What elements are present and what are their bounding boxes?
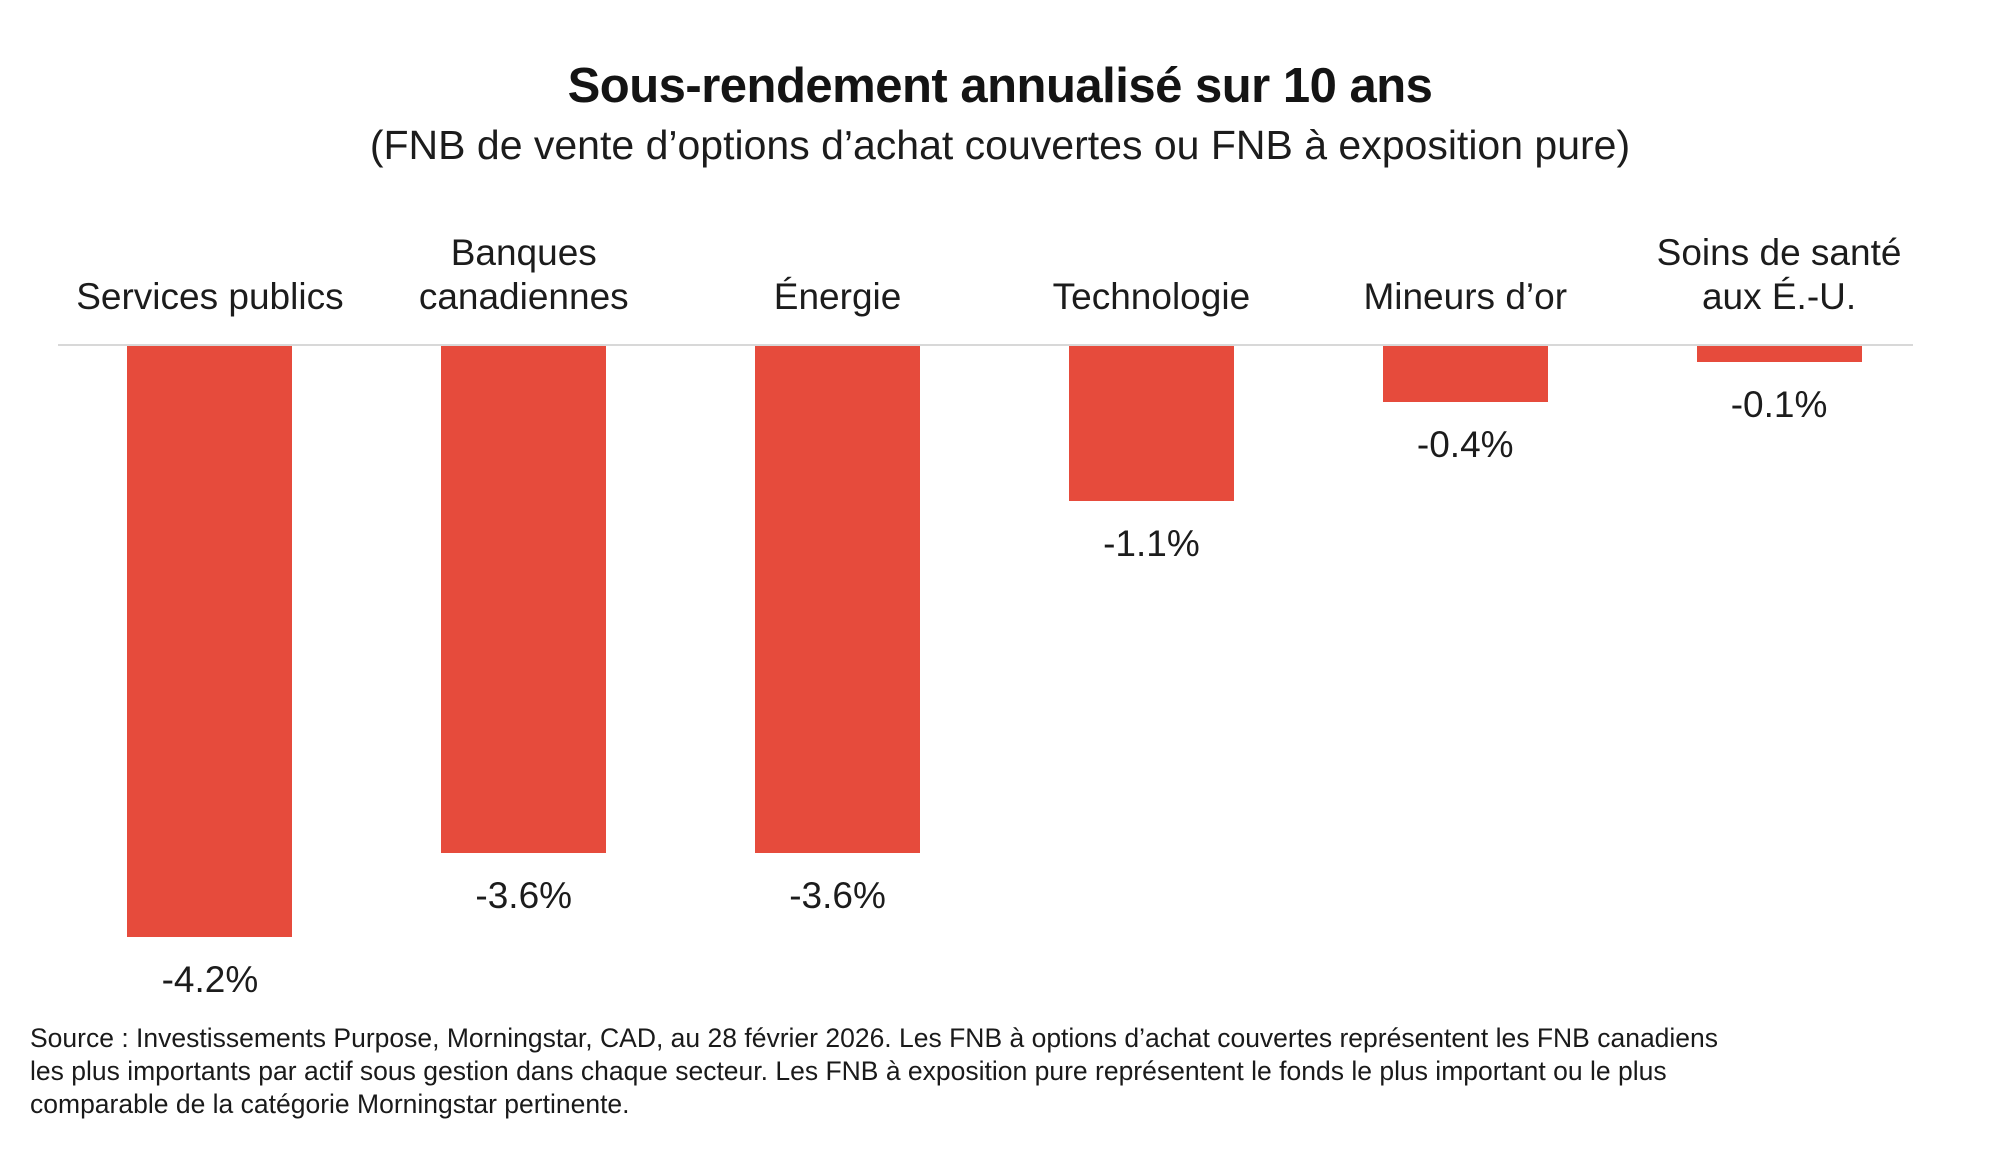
bar-services-publics	[127, 346, 293, 937]
bar-banques-canadiennes	[441, 346, 607, 853]
bar-energie	[755, 346, 921, 853]
category-label-technologie: Technologie	[1052, 276, 1251, 317]
category-label-soins-de-sante: Soins de santé aux É.-U.	[1656, 232, 1902, 317]
value-label: -4.2%	[161, 959, 259, 1000]
category-labels-row: Services publics Banques canadiennes Éne…	[53, 228, 1936, 344]
value-label: -0.4%	[1416, 424, 1514, 465]
chart-column: -3.6%	[681, 346, 995, 1001]
value-label: -3.6%	[789, 875, 886, 916]
chart-column: -0.4%	[1308, 346, 1622, 1001]
chart-subtitle: (FNB de vente d’options d’achat couverte…	[369, 122, 1631, 168]
bar-chart: Services publics Banques canadiennes Éne…	[53, 228, 1936, 1001]
bar-technologie	[1068, 346, 1234, 501]
bars-row: -4.2% -3.6% -3.6% -1.1% -0.4% -0.1%	[53, 346, 1936, 1001]
bar-soins-de-sante	[1696, 346, 1862, 362]
zero-baseline	[58, 344, 1913, 346]
category-label-services-publics: Services publics	[76, 276, 344, 317]
source-line: les plus importants par actif sous gesti…	[30, 1056, 1667, 1086]
chart-column: -0.1%	[1622, 346, 1936, 1001]
value-label: -0.1%	[1730, 384, 1828, 425]
value-label: -3.6%	[475, 875, 573, 916]
chart-column: -4.2%	[53, 346, 367, 1001]
chart-column: -1.1%	[994, 346, 1308, 1001]
chart-title: Sous-rendement annualisé sur 10 ans	[567, 59, 1433, 113]
source-note: Source : Investissements Purpose, Mornin…	[30, 1022, 1980, 1120]
bar-mineurs-dor	[1382, 346, 1548, 402]
chart-column: -3.6%	[367, 346, 681, 1001]
value-label: -1.1%	[1103, 523, 1200, 564]
source-line: Source : Investissements Purpose, Mornin…	[30, 1023, 1719, 1053]
category-label-banques-canadiennes: Banques canadiennes	[418, 232, 629, 317]
source-line: comparable de la catégorie Morningstar p…	[30, 1089, 630, 1119]
category-label-energie: Énergie	[773, 276, 902, 317]
category-label-mineurs-dor: Mineurs d’or	[1363, 276, 1568, 317]
